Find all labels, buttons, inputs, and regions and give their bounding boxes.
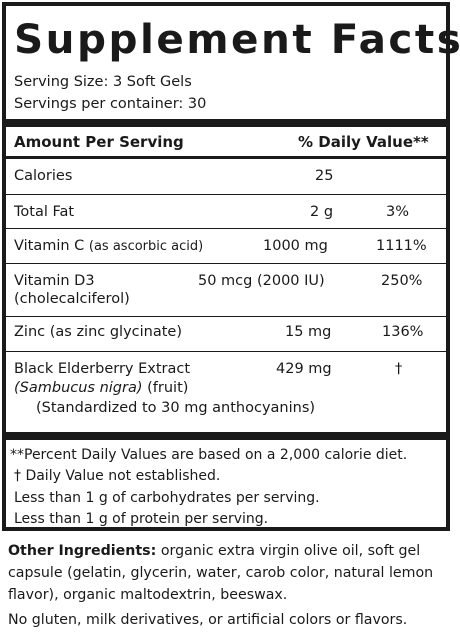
row-vitamin-d3-dv: 250% — [381, 273, 423, 289]
row-total-fat-name: Total Fat — [14, 204, 75, 220]
row-zinc-amount: 15 mg — [285, 324, 332, 340]
vitamin-c-source: (as ascorbic acid) — [88, 239, 204, 254]
supplement-facts-panel: Supplement Facts Serving Size: 3 Soft Ge… — [2, 2, 460, 531]
elderberry-part: (fruit) — [147, 380, 189, 396]
serving-size: Serving Size: 3 Soft Gels — [14, 74, 192, 90]
servings-per-container: Servings per container: 30 — [14, 96, 207, 112]
footnote-dagger: † Daily Value not established. — [14, 468, 221, 484]
row-elderberry-amount: 429 mg — [276, 361, 332, 377]
ingredients-label: Other Ingredients: — [8, 543, 157, 559]
header-amount-per-serving: Amount Per Serving — [14, 133, 184, 151]
row-calories-name: Calories — [14, 168, 73, 184]
thick-divider — [6, 119, 446, 127]
other-ingredients: Other Ingredients: organic extra virgin … — [8, 540, 453, 606]
row-calories-amount: 25 — [315, 168, 334, 184]
row-divider — [6, 263, 446, 264]
row-elderberry-name: Black Elderberry Extract — [14, 361, 191, 377]
footnote-protein: Less than 1 g of protein per serving. — [14, 511, 269, 527]
row-divider — [6, 316, 446, 317]
header-daily-value: % Daily Value** — [298, 133, 429, 151]
ingredients-text: organic extra virgin olive oil, soft gel… — [8, 543, 434, 603]
row-vitamin-d3-source: (cholecalciferol) — [14, 291, 130, 307]
vitamin-c-label: Vitamin C — [14, 238, 85, 254]
header-divider — [6, 156, 446, 159]
row-elderberry-source: (Sambucus nigra) (fruit) — [14, 378, 188, 398]
footnote-daily-values: **Percent Daily Values are based on a 2,… — [10, 447, 408, 463]
row-vitamin-d3-name: Vitamin D3 — [14, 273, 95, 289]
row-divider — [6, 194, 446, 195]
row-divider — [6, 228, 446, 229]
row-vitamin-c-dv: 1111% — [376, 238, 427, 254]
row-vitamin-c-amount: 1000 mg — [263, 238, 328, 254]
row-vitamin-c-name: Vitamin C (as ascorbic acid) — [14, 236, 203, 257]
row-vitamin-d3-amount: 50 mcg (2000 IU) — [198, 273, 325, 289]
row-divider — [6, 351, 446, 352]
row-elderberry-standardization: (Standardized to 30 mg anthocyanins) — [36, 400, 316, 416]
panel-title: Supplement Facts — [14, 15, 460, 63]
row-total-fat-dv: 3% — [386, 204, 410, 220]
row-zinc-name: Zinc (as zinc glycinate) — [14, 324, 183, 340]
row-elderberry-dv: † — [395, 361, 403, 377]
row-total-fat-amount: 2 g — [310, 204, 334, 220]
elderberry-species: (Sambucus nigra) — [14, 380, 143, 396]
footnote-carbohydrates: Less than 1 g of carbohydrates per servi… — [14, 490, 320, 506]
thick-divider — [6, 432, 446, 440]
allergen-disclaimer: No gluten, milk derivatives, or artifici… — [8, 612, 408, 628]
row-zinc-dv: 136% — [382, 324, 424, 340]
